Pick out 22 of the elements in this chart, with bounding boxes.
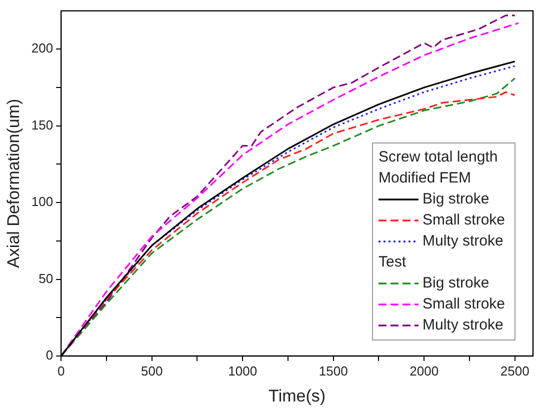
legend-label: Multy stroke <box>422 232 504 250</box>
legend-label: Big stroke <box>422 274 490 292</box>
x-tick-label: 2500 <box>500 363 530 378</box>
y-tick-label: 50 <box>38 270 54 286</box>
annotation: Test <box>378 254 407 271</box>
x-tick-label: 2000 <box>410 363 439 378</box>
legend-label: Small stroke <box>422 296 506 313</box>
x-tick-label: 0 <box>57 363 65 378</box>
y-tick-label: 200 <box>31 40 54 56</box>
y-tick-label: 150 <box>31 117 54 132</box>
legend-label: Small stroke <box>422 212 506 229</box>
x-tick-label: 1500 <box>318 363 348 378</box>
y-tick-label: 100 <box>31 194 54 210</box>
x-tick-label: 500 <box>140 363 163 378</box>
x-tick-label: 1000 <box>228 363 258 378</box>
legend-title: Screw total length <box>378 148 498 166</box>
y-axis-title: Axial Deformation(um) <box>4 98 23 268</box>
annotation: Modified FEM <box>378 170 472 187</box>
y-tick-label: 0 <box>46 348 54 363</box>
x-axis-title: Time(s) <box>268 386 326 406</box>
legend-label: Multy stroke <box>422 316 504 334</box>
legend-label: Big stroke <box>422 190 490 208</box>
